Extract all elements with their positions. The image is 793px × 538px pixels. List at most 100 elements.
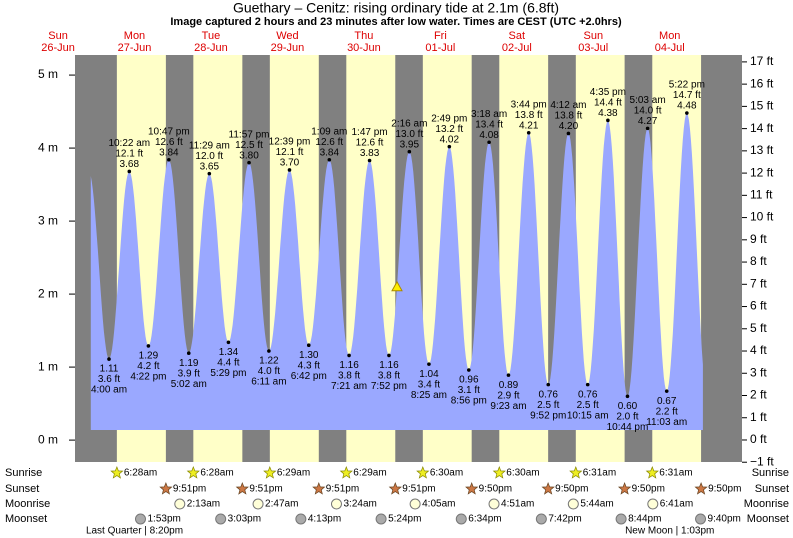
tide-point bbox=[306, 343, 311, 347]
row-label: Sunset bbox=[755, 483, 789, 495]
day-date: 29-Jun bbox=[271, 42, 305, 54]
day-date: 30-Jun bbox=[347, 42, 381, 54]
tide-label: 1.16 bbox=[339, 360, 359, 371]
tide-label: 7:21 am bbox=[331, 381, 367, 392]
tide-label: 3.8 ft bbox=[338, 371, 360, 382]
tide-label: 0.89 bbox=[499, 380, 519, 391]
tide-label: 13.4 ft bbox=[475, 119, 503, 130]
tide-point bbox=[226, 340, 231, 345]
tide-point bbox=[407, 149, 412, 154]
tide-label: 13.0 ft bbox=[395, 129, 423, 140]
day-date: 02-Jul bbox=[502, 42, 532, 54]
moonrise-icon bbox=[174, 498, 186, 510]
sunrise-time: 6:29am bbox=[277, 468, 310, 479]
moonset-icon bbox=[295, 513, 307, 525]
y2-tick-label: −1 ft bbox=[750, 454, 774, 468]
moonrise-time: 5:44am bbox=[580, 499, 613, 510]
row-label: Sunset bbox=[5, 483, 39, 495]
y2-tick-label: 7 ft bbox=[750, 276, 767, 290]
day-weekday: Sun bbox=[48, 30, 68, 42]
moonrise-time: 4:05am bbox=[422, 499, 455, 510]
tide-point bbox=[146, 344, 151, 348]
tide-point bbox=[247, 160, 251, 165]
day-date: 26-Jun bbox=[41, 42, 75, 54]
tide-point bbox=[566, 131, 571, 136]
tide-label: 4.20 bbox=[559, 121, 579, 132]
tide-point bbox=[387, 353, 391, 358]
tide-label: 3.9 ft bbox=[178, 368, 200, 379]
day-date: 28-Jun bbox=[194, 42, 228, 54]
tide-label: 2.5 ft bbox=[537, 400, 559, 411]
moonrise-time: 6:41am bbox=[660, 499, 693, 510]
day-weekday: Sat bbox=[509, 30, 526, 42]
tide-point bbox=[487, 140, 491, 145]
tide-point bbox=[367, 158, 372, 163]
row-label: Sunrise bbox=[752, 467, 789, 479]
tide-label: 12.1 ft bbox=[276, 147, 304, 158]
current-tide-marker bbox=[391, 280, 403, 292]
sunrise-time: 6:28am bbox=[200, 468, 233, 479]
tide-label: 5:03 am bbox=[630, 95, 666, 106]
tide-label: 3.8 ft bbox=[378, 371, 400, 382]
tide-label: 2:49 pm bbox=[431, 113, 467, 124]
tide-label: 4.02 bbox=[440, 134, 460, 145]
tide-label: 3.4 ft bbox=[418, 379, 440, 390]
row-label: Moonset bbox=[747, 513, 789, 525]
star-icon bbox=[416, 466, 430, 479]
y2-tick-label: 11 ft bbox=[750, 188, 773, 202]
tide-label: 1.16 bbox=[379, 360, 399, 371]
y2-tick-label: 17 ft bbox=[750, 54, 774, 68]
sunset-time: 9:51pm bbox=[173, 484, 206, 495]
tide-label: 8:56 pm bbox=[451, 396, 487, 407]
row-label: Moonrise bbox=[5, 498, 50, 510]
star-icon bbox=[159, 482, 173, 495]
tide-label: 0.96 bbox=[459, 375, 479, 386]
moonset-icon bbox=[615, 513, 627, 525]
y2-tick-label: 6 ft bbox=[750, 299, 767, 313]
y-tick-label: 5 m bbox=[38, 67, 58, 81]
y2-tick-label: 12 ft bbox=[750, 165, 774, 179]
y2-tick-label: 4 ft bbox=[750, 343, 767, 357]
row-label: Moonset bbox=[5, 513, 47, 525]
row-label: Moonrise bbox=[744, 498, 789, 510]
tide-label: 12:39 pm bbox=[269, 137, 311, 148]
tide-label: 1.30 bbox=[299, 350, 319, 361]
tide-label: 12.6 ft bbox=[356, 138, 384, 149]
tide-label: 0.76 bbox=[539, 389, 559, 400]
moonset-time: 6:34pm bbox=[468, 514, 501, 525]
tide-label: 2.5 ft bbox=[577, 400, 599, 411]
y-tick-label: 1 m bbox=[38, 359, 58, 373]
tide-label: 3:18 am bbox=[471, 109, 507, 120]
tide-label: 14.0 ft bbox=[634, 106, 662, 117]
day-weekday: Tue bbox=[202, 30, 221, 42]
tide-point bbox=[167, 157, 171, 162]
y2-tick-label: 0 ft bbox=[750, 432, 767, 446]
moonset-time: 3:03pm bbox=[228, 514, 261, 525]
y2-tick-label: 14 ft bbox=[750, 121, 774, 135]
moonrise-time: 3:24am bbox=[343, 499, 376, 510]
sunrise-time: 6:30am bbox=[430, 468, 463, 479]
sunset-time: 9:51pm bbox=[402, 484, 435, 495]
moonset-icon bbox=[215, 513, 227, 525]
tide-label: 1.19 bbox=[179, 358, 199, 369]
day-weekday: Mon bbox=[659, 30, 680, 42]
moonrise-time: 2:47am bbox=[265, 499, 298, 510]
tide-label: 11:29 am bbox=[189, 140, 230, 151]
y2-tick-label: 5 ft bbox=[750, 321, 767, 335]
tide-label: 8:25 am bbox=[411, 390, 447, 401]
tide-label: 4:00 am bbox=[91, 385, 127, 396]
star-icon bbox=[388, 482, 402, 495]
moonset-time: 4:13pm bbox=[308, 514, 341, 525]
tide-label: 9:23 am bbox=[490, 401, 526, 412]
y-tick-label: 2 m bbox=[38, 286, 58, 300]
tide-label: 14.7 ft bbox=[673, 90, 701, 101]
moonset-icon bbox=[695, 513, 707, 525]
tide-label: 12.0 ft bbox=[195, 151, 223, 162]
tide-label: 2.0 ft bbox=[616, 411, 638, 422]
tide-label: 3.95 bbox=[400, 139, 420, 150]
tide-label: 10:44 pm bbox=[607, 422, 649, 433]
tide-label: 9:52 pm bbox=[530, 410, 566, 421]
tide-point bbox=[526, 130, 531, 135]
tide-label: 4.0 ft bbox=[258, 366, 280, 377]
sunset-time: 9:51pm bbox=[249, 484, 282, 495]
